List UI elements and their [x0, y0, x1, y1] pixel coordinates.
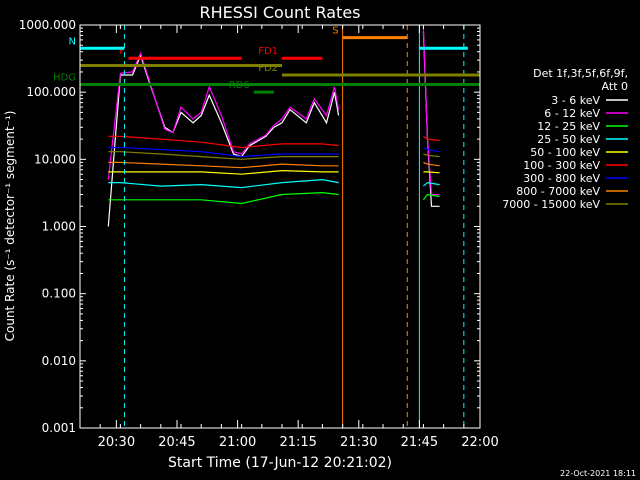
- legend-entry-label-6: 100 - 300 keV: [523, 159, 600, 172]
- y-tick-label-1: 1000.000: [19, 18, 76, 32]
- chart-title: RHESSI Count Rates: [200, 3, 361, 22]
- series-line-3: [108, 191, 440, 205]
- flag-label-6: RD6: [229, 80, 250, 91]
- x-tick-label-4: 21:15: [279, 435, 316, 450]
- x-tick-label-2: 20:45: [158, 435, 195, 450]
- flag-label-2: FD1: [258, 46, 278, 57]
- series-layer: [107, 28, 440, 227]
- y-axis-label: Count Rate (s⁻¹ detector⁻¹ segment⁻¹): [3, 111, 17, 342]
- y-tick-label-5: 0.100: [42, 287, 76, 301]
- series-line-2: [107, 28, 440, 196]
- legend-entry-label-2: 6 - 12 keV: [544, 107, 600, 120]
- legend-entry-label-4: 25 - 50 keV: [537, 133, 600, 146]
- y-tick-label-3: 10.000: [34, 152, 76, 166]
- y-tick-label-4: 1.000: [42, 220, 76, 234]
- y-tick-label-6: 0.010: [42, 354, 76, 368]
- series-line-6: [108, 135, 440, 149]
- legend-entry-label-7: 300 - 800 keV: [523, 172, 600, 185]
- y-tick-label-7: 0.001: [42, 421, 76, 435]
- x-tick-label-5: 21:30: [340, 435, 377, 450]
- axis-layer: 1000.000 100.000 10.000 1.000 0.100 0.010 0.00…: [19, 18, 499, 450]
- legend-title-line-2: Att 0: [602, 80, 628, 93]
- flag-label-7: S: [332, 26, 338, 37]
- legend-title-line-1: Det 1f,3f,5f,6f,9f,: [533, 67, 628, 80]
- flag-label-5: HDG: [53, 73, 76, 84]
- series-line-4: [108, 178, 440, 189]
- x-tick-label-7: 22:00: [461, 435, 498, 450]
- series-line-7: [108, 146, 440, 158]
- legend-entry-label-9: 7000 - 15000 keV: [502, 198, 600, 211]
- x-tick-label-6: 21:45: [401, 435, 438, 450]
- flag-label-4: FD2: [258, 63, 278, 74]
- y-tick-label-2: 100.000: [26, 85, 76, 99]
- legend-entry-label-3: 12 - 25 keV: [537, 120, 600, 133]
- flag-label-1: F: [119, 46, 125, 57]
- legend-entry-label-8: 800 - 7000 keV: [516, 185, 600, 198]
- x-tick-label-1: 20:30: [98, 435, 135, 450]
- legend-entry-label-5: 50 - 100 keV: [530, 146, 600, 159]
- legend-entry-label-1: 3 - 6 keV: [551, 94, 600, 107]
- timestamp-footer: 22-Oct-2021 18:11: [560, 469, 636, 478]
- series-line-8: [108, 161, 440, 169]
- series-line-5: [108, 169, 440, 175]
- x-tick-label-3: 21:00: [219, 435, 256, 450]
- x-axis-label: Start Time (17-Jun-12 20:21:02): [168, 455, 392, 471]
- series-line-9: [108, 151, 440, 160]
- overlay-layer: F FD1 FD2 HDG RD6 S N: [53, 25, 480, 428]
- flag-label-8: N: [69, 36, 76, 47]
